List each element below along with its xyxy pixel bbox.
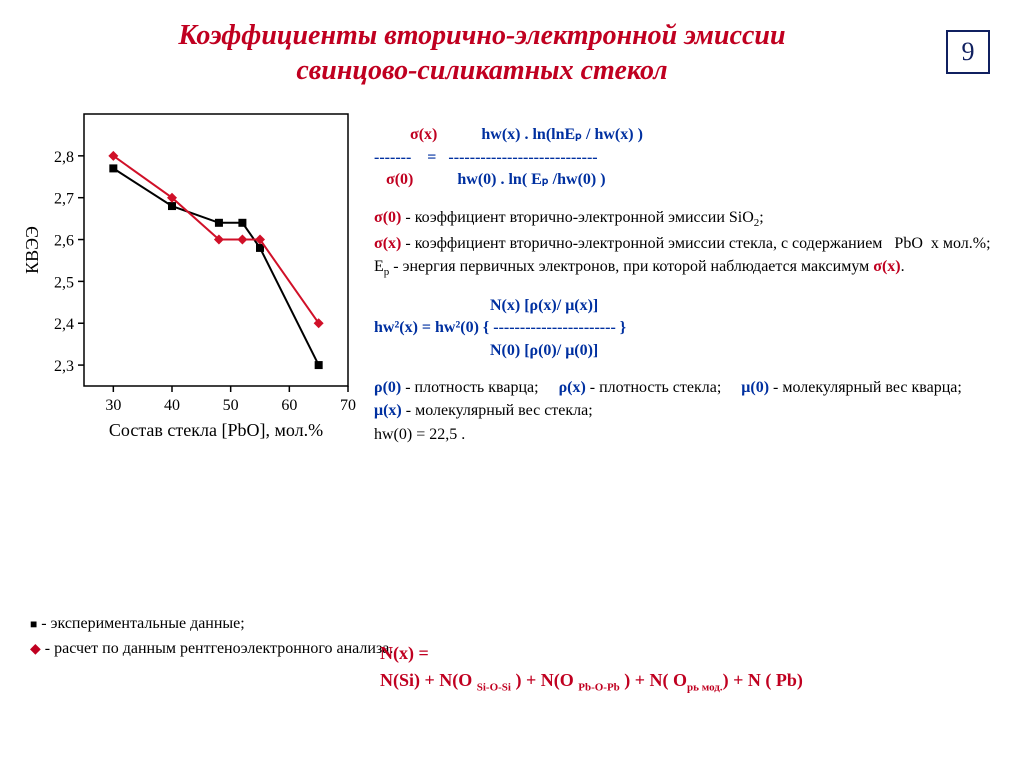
- def-ep: Ep - энергия первичных электронов, при к…: [374, 255, 996, 281]
- equation-1: σ(x) hw(x) . ln(lnEₚ / hw(x) ) ------- =…: [374, 102, 996, 192]
- eq2-top: N(x) [ρ(x)/ μ(x)]: [490, 297, 598, 314]
- eq1-dash-r: ----------------------------: [448, 149, 597, 166]
- svg-text:50: 50: [223, 397, 239, 414]
- eq1-eq: =: [427, 149, 436, 166]
- text-column: σ(x) hw(x) . ln(lnEₚ / hw(x) ) ------- =…: [374, 102, 996, 460]
- slide-number: 9: [946, 30, 990, 74]
- svg-text:2,5: 2,5: [54, 274, 74, 291]
- def-sigma0: σ(0) - коэффициент вторично-электронной …: [374, 206, 996, 232]
- title-line-1: Коэффициенты вторично-электронной эмисси…: [178, 20, 785, 51]
- svg-text:30: 30: [105, 397, 121, 414]
- svg-text:2,3: 2,3: [54, 358, 74, 375]
- nx-equation: N(x) = N(Si) + N(O Si-O-Si ) + N(O Pb-O-…: [380, 640, 803, 696]
- def-sigmax: σ(x) - коэффициент вторично-электронной …: [374, 232, 996, 255]
- title-line-2: свинцово-силикатных стекол: [296, 55, 667, 86]
- equation-2: N(x) [ρ(x)/ μ(x)] hw²(x) = hw²(0) { ----…: [374, 295, 996, 362]
- svg-text:70: 70: [340, 397, 356, 414]
- slide-title: Коэффициенты вторично-электронной эмисси…: [0, 0, 1024, 88]
- eq2-main: hw²(x) = hw²(0) { ----------------------…: [374, 319, 626, 336]
- def2-line2: hw(0) = 22,5 .: [374, 423, 996, 446]
- chart-column: 30 40 50 60 70 2,3 2,4 2,5 2,6 2,7 2,8 Состав стекл…: [20, 102, 360, 460]
- diamond-marker-icon: ◆: [30, 642, 41, 657]
- legend-exp: ■ - экспериментальные данные;: [30, 612, 393, 637]
- svg-text:60: 60: [281, 397, 297, 414]
- svg-text:2,8: 2,8: [54, 149, 74, 166]
- nx-line1: N(x) =: [380, 640, 803, 667]
- eq1-num-r: hw(x) . ln(lnEₚ / hw(x) ): [481, 126, 643, 143]
- svg-text:Состав стекла [PbO], мол.%: Состав стекла [PbO], мол.%: [109, 420, 323, 440]
- eq2-bot: N(0) [ρ(0)/ μ(0)]: [490, 342, 598, 359]
- def2-line1: ρ(0) - плотность кварца; ρ(x) - плотност…: [374, 376, 996, 422]
- chart-legend: ■ - экспериментальные данные; ◆ - расчет…: [30, 612, 393, 686]
- svg-text:2,4: 2,4: [54, 316, 74, 333]
- chart-svg: 30 40 50 60 70 2,3 2,4 2,5 2,6 2,7 2,8 Состав стекл…: [20, 102, 360, 442]
- svg-text:КВЭЭ: КВЭЭ: [22, 226, 42, 274]
- eq1-den-l: σ(0): [374, 171, 413, 188]
- eq1-num-l: σ(x): [398, 126, 437, 143]
- definitions-1: σ(0) - коэффициент вторично-электронной …: [374, 206, 996, 281]
- main-content: 30 40 50 60 70 2,3 2,4 2,5 2,6 2,7 2,8 Состав стекл…: [0, 88, 1024, 460]
- legend-calc: ◆ - расчет по данным рентгеноэлектронног…: [30, 637, 393, 687]
- eq1-dash-l: -------: [374, 149, 411, 166]
- eq1-den-r: hw(0) . ln( Eₚ /hw(0) ): [457, 171, 605, 188]
- definitions-2: ρ(0) - плотность кварца; ρ(x) - плотност…: [374, 376, 996, 446]
- svg-text:2,7: 2,7: [54, 191, 74, 208]
- square-marker-icon: ■: [30, 617, 37, 631]
- chart-container: 30 40 50 60 70 2,3 2,4 2,5 2,6 2,7 2,8 Состав стекл…: [20, 102, 360, 442]
- svg-text:2,6: 2,6: [54, 233, 74, 250]
- nx-line2: N(Si) + N(O Si-O-Si ) + N(O Pb-O-Pb ) + …: [380, 667, 803, 696]
- svg-text:40: 40: [164, 397, 180, 414]
